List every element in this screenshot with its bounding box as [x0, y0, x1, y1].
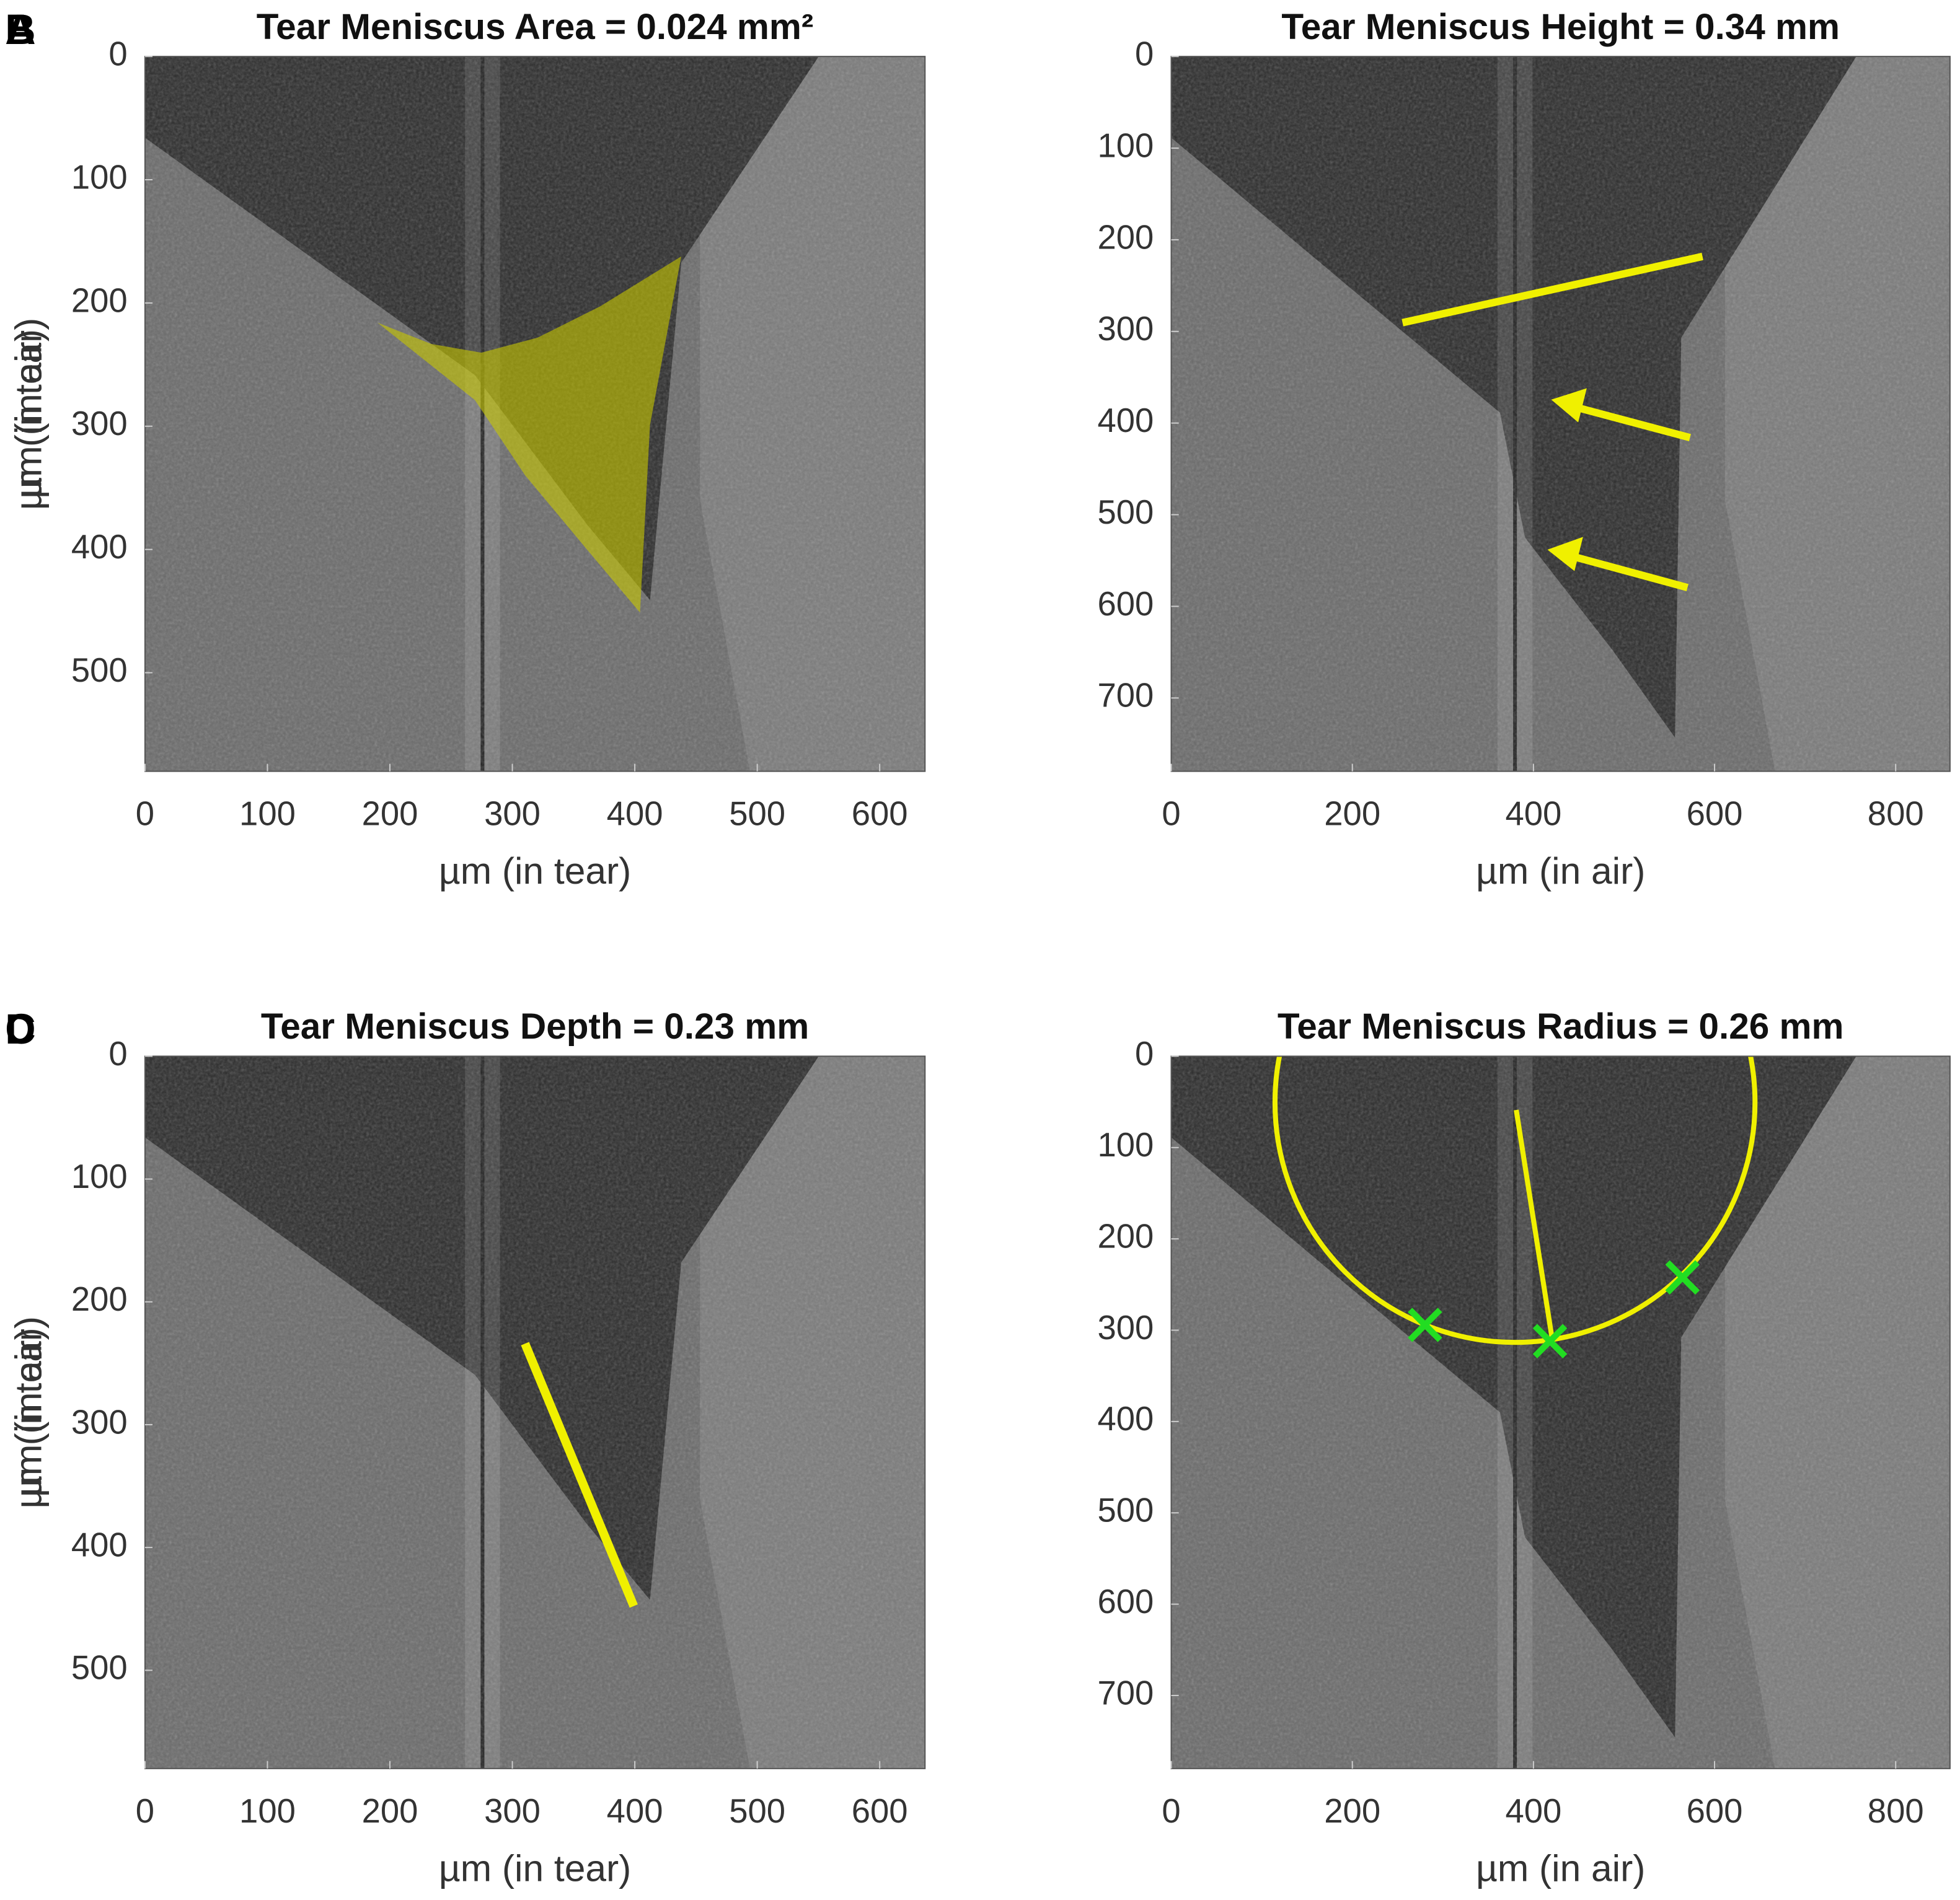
panel-label: B [5, 6, 36, 53]
y-tick-label: 500 [1097, 493, 1154, 531]
x-tick-label: 800 [1868, 1792, 1924, 1830]
y-tick-label: 0 [1135, 1035, 1154, 1073]
x-tick-label: 300 [484, 1792, 541, 1830]
x-tick-label: 400 [1505, 795, 1561, 833]
depth-overlay [521, 1342, 638, 1608]
x-axis-label: µm (in tear) [439, 1847, 631, 1889]
x-tick-label: 200 [1324, 795, 1380, 833]
y-tick-label: 100 [1097, 126, 1154, 164]
x-tick-label: 100 [239, 795, 296, 833]
y-tick-label: 400 [1097, 1400, 1154, 1438]
x-tick-label: 0 [136, 1792, 154, 1830]
y-tick-label: 0 [1135, 35, 1154, 73]
y-tick-label: 700 [1097, 1674, 1154, 1712]
panel-label: D [5, 1005, 36, 1053]
y-tick-label: 700 [1097, 677, 1154, 715]
y-tick-label: 0 [108, 35, 127, 73]
y-tick-label: 200 [1097, 1218, 1154, 1256]
y-tick-label: 600 [1097, 585, 1154, 623]
x-tick-label: 600 [1687, 1792, 1743, 1830]
oct-image [1171, 56, 1950, 772]
oct-image [144, 56, 925, 772]
x-axis-label: µm (in tear) [439, 850, 631, 892]
y-axis-label: µm (in tear) [7, 1316, 50, 1508]
axes-frame [144, 1055, 926, 1769]
y-tick-label: 500 [1097, 1492, 1154, 1529]
y-tick-label: 200 [71, 281, 128, 319]
x-tick-label: 200 [1324, 1792, 1380, 1830]
y-tick-label: 400 [71, 528, 128, 566]
area-overlay [377, 256, 682, 613]
radius-overlay [1272, 1056, 1758, 1358]
y-axis-label: µm (in air) [7, 329, 50, 498]
y-tick-label: 500 [71, 651, 128, 689]
panel-title: Tear Meniscus Depth = 0.23 mm [261, 1006, 809, 1047]
axes-frame [1170, 56, 1951, 772]
y-tick-label: 100 [71, 1158, 128, 1195]
y-tick-label: 400 [1097, 402, 1154, 439]
x-tick-label: 600 [1687, 795, 1743, 833]
x-tick-label: 100 [239, 1792, 296, 1830]
x-tick-label: 300 [484, 795, 541, 833]
oct-image [1171, 1056, 1950, 1769]
y-tick-label: 200 [71, 1280, 128, 1318]
y-tick-label: 600 [1097, 1583, 1154, 1621]
x-tick-label: 400 [607, 795, 663, 833]
y-axis-label: µm (in air) [7, 1327, 50, 1497]
x-tick-label: 200 [362, 795, 418, 833]
axes-frame [144, 56, 926, 772]
x-tick-label: 0 [1162, 1792, 1180, 1830]
y-tick-label: 500 [71, 1649, 128, 1687]
y-tick-label: 300 [71, 1403, 128, 1441]
panel-title: Tear Meniscus Height = 0.34 mm [1281, 7, 1840, 47]
x-tick-label: 500 [729, 795, 785, 833]
y-tick-label: 0 [108, 1035, 127, 1073]
y-tick-label: 400 [71, 1526, 128, 1564]
x-tick-label: 500 [729, 1792, 785, 1830]
x-tick-label: 0 [1162, 795, 1180, 833]
panel-title: Tear Meniscus Area = 0.024 mm² [257, 7, 814, 47]
oct-image [144, 1056, 925, 1769]
height-overlay [1402, 252, 1703, 592]
x-tick-label: 0 [136, 795, 154, 833]
y-tick-label: 300 [1097, 310, 1154, 348]
x-tick-label: 200 [362, 1792, 418, 1830]
x-tick-label: 600 [852, 795, 908, 833]
panel-label: A [5, 6, 36, 53]
y-tick-label: 300 [1097, 1309, 1154, 1347]
axes-frame [1170, 1055, 1951, 1769]
x-tick-label: 400 [1505, 1792, 1561, 1830]
panel-label: C [5, 1005, 36, 1053]
y-tick-label: 100 [71, 158, 128, 196]
x-tick-label: 600 [852, 1792, 908, 1830]
y-tick-label: 200 [1097, 218, 1154, 256]
y-tick-label: 100 [1097, 1126, 1154, 1164]
x-tick-label: 800 [1868, 795, 1924, 833]
x-axis-label: µm (in air) [1476, 1847, 1645, 1889]
x-axis-label: µm (in air) [1476, 850, 1645, 892]
x-tick-label: 400 [607, 1792, 663, 1830]
y-tick-label: 300 [71, 405, 128, 442]
panel-title: Tear Meniscus Radius = 0.26 mm [1278, 1006, 1844, 1047]
y-axis-label: µm (in tear) [7, 318, 50, 510]
